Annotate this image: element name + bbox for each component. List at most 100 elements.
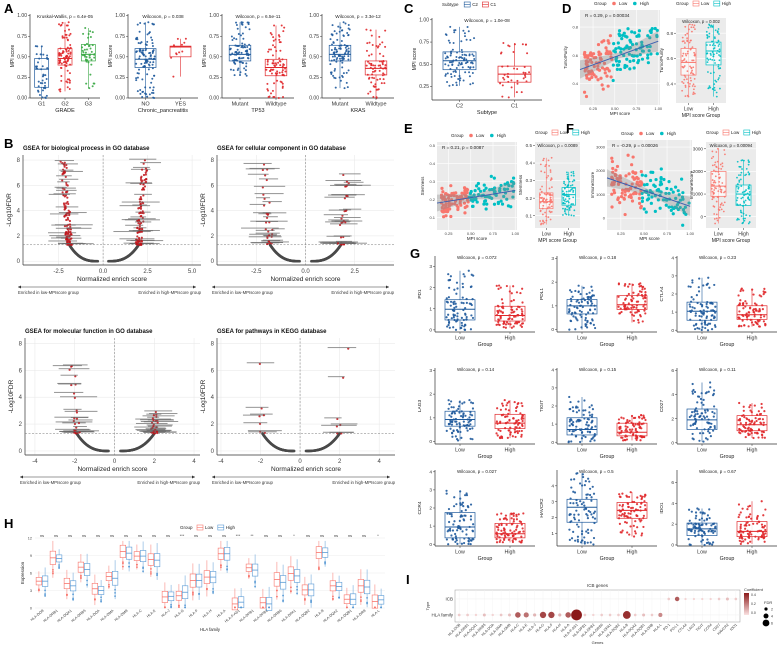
legend-label-c2: C2 — [472, 2, 478, 7]
data-point — [90, 50, 93, 53]
term-label-mark — [60, 374, 78, 376]
data-point — [717, 167, 720, 170]
data-point — [515, 291, 519, 294]
data-point — [370, 81, 373, 84]
data-point — [723, 195, 726, 198]
data-point — [640, 414, 643, 417]
data-point — [240, 22, 243, 25]
data-point — [139, 42, 142, 45]
data-point — [175, 53, 178, 56]
data-point — [753, 315, 756, 318]
data-point — [669, 208, 673, 213]
data-point — [512, 514, 515, 518]
data-point — [623, 34, 628, 38]
data-point — [543, 221, 546, 224]
data-point — [452, 505, 456, 508]
term-label-mark — [254, 193, 284, 195]
data-point — [711, 195, 714, 198]
data-point — [748, 307, 752, 310]
significant-point — [140, 168, 144, 171]
data-point — [88, 56, 91, 59]
data-point — [514, 532, 517, 536]
data-point — [345, 48, 348, 51]
term-label-mark — [331, 194, 365, 196]
data-point — [626, 153, 630, 157]
term-label-mark — [142, 415, 175, 417]
data-point — [712, 53, 715, 55]
data-point — [469, 542, 472, 546]
data-point — [496, 201, 500, 206]
data-point — [469, 38, 472, 41]
data-point — [501, 402, 504, 405]
data-point — [444, 73, 447, 76]
data-point — [619, 431, 623, 434]
data-point — [44, 74, 47, 77]
stat-annotation: Wilcoxon, p = 0.038 — [142, 14, 184, 19]
box-group-wildtype — [364, 28, 388, 99]
data-point — [580, 532, 584, 536]
data-point — [455, 59, 458, 62]
significant-point — [145, 169, 149, 172]
data-point — [684, 34, 687, 36]
data-point — [631, 283, 634, 286]
y-axis-title: Stemness — [518, 174, 523, 195]
data-point — [600, 83, 604, 87]
data-point — [572, 170, 575, 173]
data-point — [710, 24, 713, 27]
data-point — [580, 326, 583, 329]
data-point — [496, 407, 499, 410]
data-point — [153, 74, 156, 77]
data-point — [738, 310, 741, 313]
data-point — [439, 193, 444, 197]
data-point — [332, 74, 335, 77]
data-point — [664, 203, 668, 207]
data-point — [568, 328, 571, 331]
significant-point — [268, 201, 271, 204]
significant-point — [144, 171, 147, 174]
data-point — [144, 59, 147, 62]
data-point — [567, 440, 570, 443]
data-point — [716, 219, 719, 222]
data-point — [585, 513, 588, 516]
data-point — [640, 43, 644, 47]
data-point — [341, 61, 344, 64]
stat-annotation: Wilcoxon, p = 0.18 — [579, 255, 617, 260]
data-point — [471, 62, 474, 65]
data-point — [444, 63, 447, 66]
data-point — [744, 423, 748, 426]
data-point — [571, 406, 574, 409]
data-point — [247, 21, 250, 24]
data-point — [493, 190, 497, 194]
data-point — [380, 60, 383, 63]
term-label-mark — [68, 419, 93, 421]
data-point — [508, 418, 511, 422]
panel-letter-c: C — [404, 1, 414, 16]
data-point — [466, 505, 469, 508]
data-point — [507, 96, 510, 99]
significant-point — [137, 218, 141, 221]
data-point — [748, 186, 751, 189]
data-point — [689, 82, 691, 85]
data-point — [333, 69, 336, 72]
data-point — [686, 40, 689, 43]
term-label-mark — [140, 162, 162, 164]
legend-label-high: High — [581, 130, 591, 135]
data-point — [152, 61, 155, 64]
data-point — [618, 174, 622, 178]
data-point — [69, 43, 72, 46]
data-point — [496, 535, 499, 538]
x-axis-title: GRADE — [55, 108, 75, 114]
data-point — [499, 199, 503, 203]
data-point — [607, 41, 611, 45]
data-point — [600, 66, 605, 70]
data-point — [643, 287, 646, 290]
data-point — [744, 217, 746, 220]
data-point — [454, 302, 457, 305]
data-point — [284, 67, 287, 70]
data-point — [452, 418, 455, 421]
data-point — [463, 188, 467, 193]
data-point — [241, 42, 244, 45]
data-point — [520, 91, 523, 94]
data-point — [567, 184, 570, 186]
